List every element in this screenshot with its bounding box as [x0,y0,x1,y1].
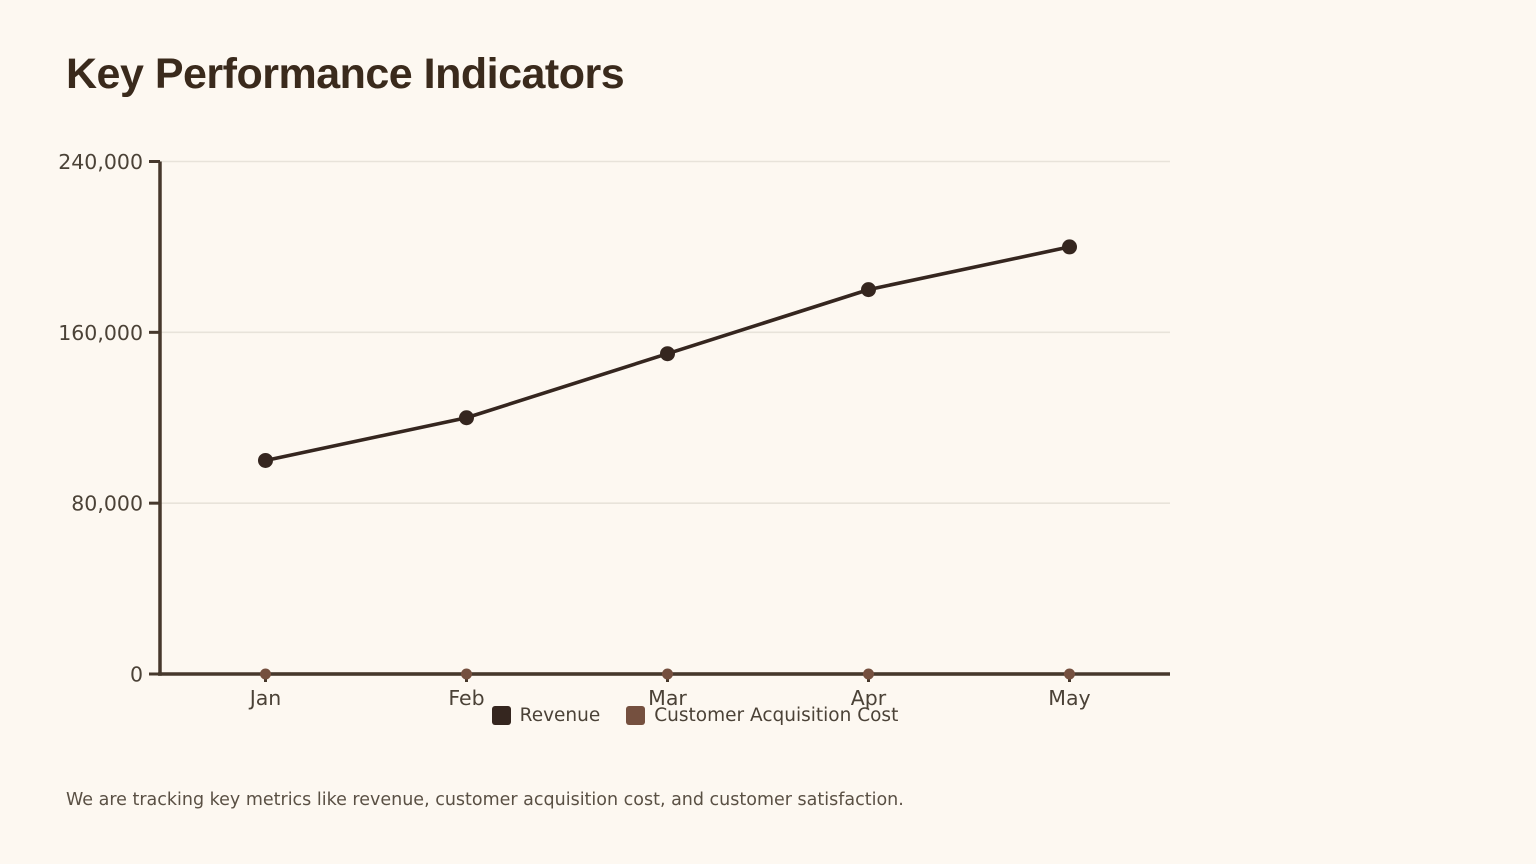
chart-caption: We are tracking key metrics like revenue… [66,790,904,810]
x-tick-label-apr: Apr [851,686,887,710]
chart-legend: Revenue Customer Acquisition Cost [190,705,1200,726]
data-point-revenue-may [1062,239,1077,255]
data-point-customer-acquisition-cost-may [1064,668,1075,680]
data-point-customer-acquisition-cost-apr [863,668,874,680]
x-tick-label-jan: Jan [248,686,282,710]
legend-label-customer-acquisition-cost: Customer Acquisition Cost [654,705,899,726]
y-tick-label-160,000: 160,000 [58,321,143,345]
data-point-revenue-jan [258,452,273,468]
legend-label-revenue: Revenue [519,705,601,726]
legend-swatch-customer-acquisition-cost [626,706,646,725]
y-tick-label-80,000: 80,000 [71,492,143,516]
x-tick-label-may: May [1048,686,1090,710]
data-point-customer-acquisition-cost-mar [662,668,673,680]
data-point-revenue-apr [861,282,876,298]
y-tick-label-240,000: 240,000 [58,150,143,174]
data-point-customer-acquisition-cost-jan [260,668,271,680]
data-point-customer-acquisition-cost-feb [461,668,472,680]
legend-swatch-revenue [491,706,511,725]
y-tick-label-0: 0 [130,663,143,687]
x-tick-label-feb: Feb [448,686,484,710]
legend-item-revenue: Revenue [491,705,601,726]
data-point-revenue-mar [660,346,675,362]
data-point-revenue-feb [459,410,474,426]
line-chart: 0 80,000 160,000 240,000 Jan Feb Mar Apr May [58,150,1170,710]
page-title: Key Performance Indicators [66,50,625,98]
x-tick-label-mar: Mar [648,686,687,710]
legend-item-customer-acquisition-cost: Customer Acquisition Cost [626,705,898,726]
